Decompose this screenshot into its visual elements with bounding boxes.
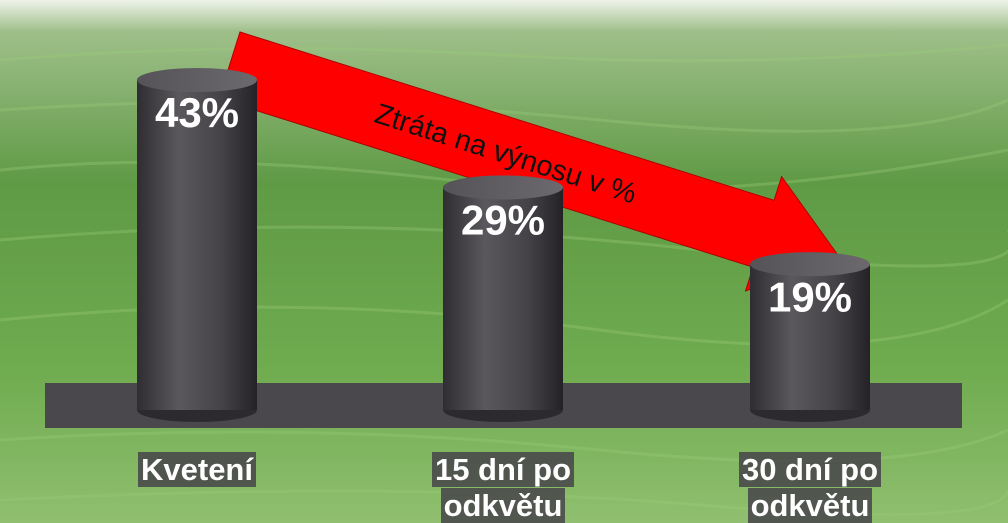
x-tick-text: 15 dní po odkvětu [431, 452, 575, 523]
x-tick-text: 30 dní po odkvětu [738, 452, 882, 523]
bar-top [443, 175, 563, 200]
x-tick-text: Kvetení [138, 452, 256, 487]
bar-top [137, 68, 257, 92]
value-label: 29% [461, 197, 545, 244]
x-tick-label: Kvetení [102, 452, 292, 488]
bar [137, 80, 257, 410]
bar-top [750, 252, 870, 277]
x-tick-label: 15 dní po odkvětu [408, 452, 598, 523]
x-tick-label: 30 dní po odkvětu [715, 452, 905, 523]
bar [750, 264, 870, 410]
value-label: 19% [768, 273, 852, 320]
value-label: 43% [155, 89, 239, 136]
bar [443, 187, 563, 410]
